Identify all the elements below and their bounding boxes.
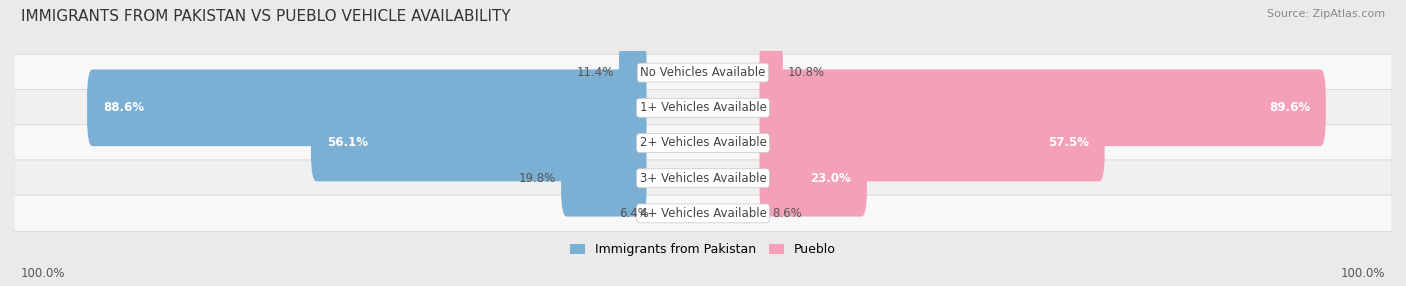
Text: 57.5%: 57.5%	[1047, 136, 1088, 150]
Text: No Vehicles Available: No Vehicles Available	[640, 66, 766, 79]
FancyBboxPatch shape	[14, 125, 1392, 161]
Text: 88.6%: 88.6%	[103, 101, 143, 114]
Text: 4+ Vehicles Available: 4+ Vehicles Available	[640, 207, 766, 220]
Text: 56.1%: 56.1%	[326, 136, 368, 150]
Text: 23.0%: 23.0%	[810, 172, 851, 185]
Text: 6.4%: 6.4%	[619, 207, 648, 220]
Text: 100.0%: 100.0%	[1340, 267, 1385, 280]
FancyBboxPatch shape	[311, 105, 647, 181]
FancyBboxPatch shape	[759, 105, 1105, 181]
Text: 89.6%: 89.6%	[1268, 101, 1310, 114]
FancyBboxPatch shape	[14, 195, 1392, 232]
Text: 8.6%: 8.6%	[772, 207, 803, 220]
Text: Source: ZipAtlas.com: Source: ZipAtlas.com	[1267, 9, 1385, 19]
Legend: Immigrants from Pakistan, Pueblo: Immigrants from Pakistan, Pueblo	[565, 238, 841, 261]
FancyBboxPatch shape	[759, 69, 1326, 146]
FancyBboxPatch shape	[619, 34, 647, 111]
Text: 3+ Vehicles Available: 3+ Vehicles Available	[640, 172, 766, 185]
FancyBboxPatch shape	[87, 69, 647, 146]
Text: 19.8%: 19.8%	[519, 172, 557, 185]
FancyBboxPatch shape	[14, 160, 1392, 196]
Text: 1+ Vehicles Available: 1+ Vehicles Available	[640, 101, 766, 114]
FancyBboxPatch shape	[561, 140, 647, 217]
Text: 100.0%: 100.0%	[21, 267, 66, 280]
Text: 11.4%: 11.4%	[576, 66, 614, 79]
Text: 2+ Vehicles Available: 2+ Vehicles Available	[640, 136, 766, 150]
FancyBboxPatch shape	[14, 90, 1392, 126]
FancyBboxPatch shape	[759, 34, 783, 111]
Text: IMMIGRANTS FROM PAKISTAN VS PUEBLO VEHICLE AVAILABILITY: IMMIGRANTS FROM PAKISTAN VS PUEBLO VEHIC…	[21, 9, 510, 23]
Text: 10.8%: 10.8%	[787, 66, 825, 79]
FancyBboxPatch shape	[14, 54, 1392, 91]
FancyBboxPatch shape	[759, 140, 868, 217]
